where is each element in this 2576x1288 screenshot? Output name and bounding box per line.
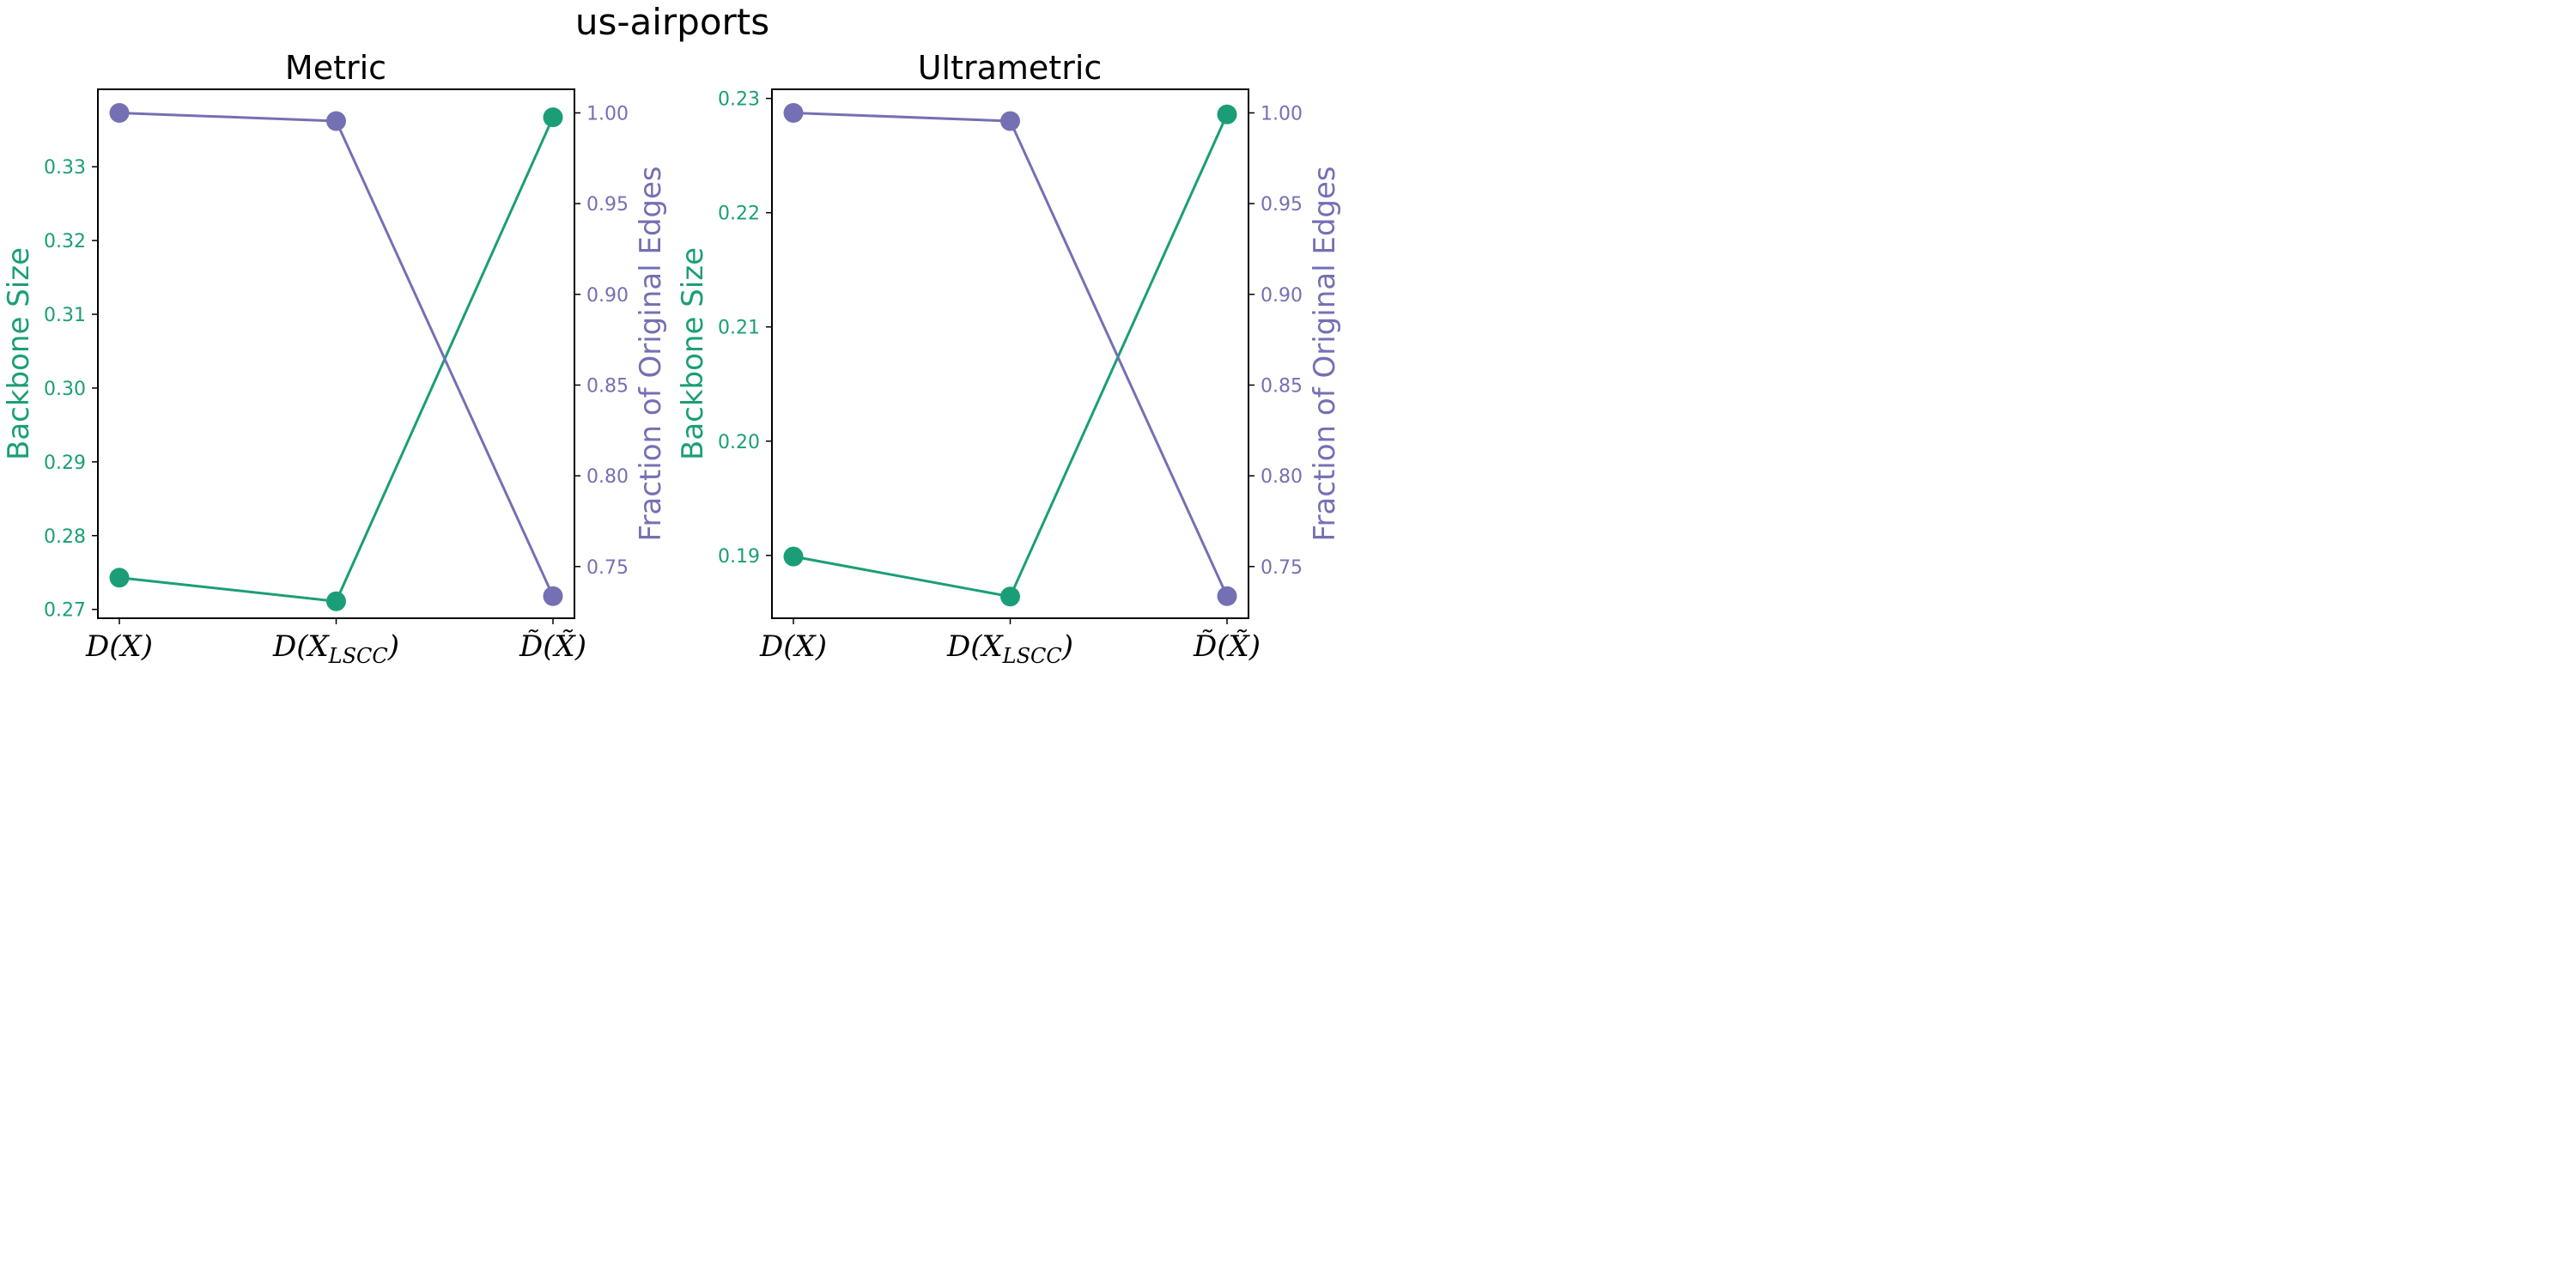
right-tick-label: 1.00 <box>1261 103 1303 125</box>
x-axis-ticks: D(X) D(XLSCC) D̃(X̃) <box>759 618 1261 668</box>
x-tick-label: D(XLSCC) <box>272 629 399 668</box>
right-tick-label: 0.75 <box>586 557 629 579</box>
data-point-backbone-size <box>1217 104 1237 125</box>
right-tick-label: 0.80 <box>1261 466 1303 488</box>
left-tick-label: 0.21 <box>718 318 760 339</box>
right-tick-label: 1.00 <box>586 103 629 125</box>
data-point-backbone-size <box>543 107 563 128</box>
left-tick-label: 0.28 <box>44 526 86 548</box>
left-tick-label: 0.32 <box>44 231 86 252</box>
x-axis-ticks: D(X) D(XLSCC) D̃(X̃) <box>85 618 586 668</box>
right-axis-label: Fraction of Original Edges <box>1308 166 1342 541</box>
x-tick-label: D(X) <box>759 629 827 664</box>
x-tick-label: D̃(X̃) <box>519 629 586 664</box>
right-tick-label: 0.95 <box>586 194 629 216</box>
panel-title: Ultrametric <box>918 49 1103 87</box>
left-axis-label: Backbone Size <box>676 247 710 460</box>
data-point-backbone-size <box>326 591 346 611</box>
left-axis-ticks: 0.19 0.20 0.21 0.22 0.23 <box>718 89 772 568</box>
right-axis-label: Fraction of Original Edges <box>634 166 668 541</box>
left-tick-label: 0.20 <box>718 432 760 453</box>
right-tick-label: 0.90 <box>1261 285 1303 307</box>
data-point-fraction-edges <box>1217 586 1237 606</box>
figure-suptitle: us-airports <box>575 1 769 43</box>
left-axis-label: Backbone Size <box>2 247 36 460</box>
right-tick-label: 0.75 <box>1261 557 1303 579</box>
left-tick-label: 0.27 <box>44 600 86 622</box>
data-point-backbone-size <box>1000 586 1020 607</box>
left-tick-label: 0.22 <box>718 204 760 225</box>
right-tick-label: 0.95 <box>1261 194 1303 216</box>
plot-frame <box>97 88 575 619</box>
series-line-backbone-size <box>793 113 1229 598</box>
left-axis-ticks: 0.27 0.28 0.29 0.30 0.31 0.32 0.33 <box>44 157 98 622</box>
data-point-fraction-edges <box>109 102 130 123</box>
data-point-fraction-edges <box>543 586 563 606</box>
left-tick-label: 0.30 <box>44 379 86 400</box>
left-tick-label: 0.33 <box>44 157 86 179</box>
right-tick-label: 0.85 <box>586 375 629 397</box>
series-layer <box>109 102 563 611</box>
left-tick-label: 0.29 <box>44 453 86 474</box>
right-tick-label: 0.85 <box>1261 375 1303 397</box>
data-point-backbone-size <box>783 546 804 567</box>
x-tick-label: D̃(X̃) <box>1193 629 1261 664</box>
figure: us-airports Metric Backbone Size Fractio… <box>2 1 1342 668</box>
right-tick-label: 0.80 <box>586 466 629 488</box>
x-tick-label: D(X) <box>85 629 153 664</box>
data-point-fraction-edges <box>783 102 804 123</box>
series-layer <box>783 102 1237 607</box>
left-tick-label: 0.23 <box>718 89 760 111</box>
panel-ultrametric: Ultrametric Backbone Size Fraction of Or… <box>676 49 1342 668</box>
series-line-fraction-edges <box>793 111 1229 597</box>
panel-title: Metric <box>285 49 386 87</box>
right-axis-ticks: 0.75 0.80 0.85 0.90 0.95 1.00 <box>574 103 629 579</box>
data-point-backbone-size <box>109 568 130 588</box>
plot-frame <box>771 88 1249 619</box>
series-line-fraction-edges <box>118 111 555 597</box>
series-line-backbone-size <box>118 117 555 603</box>
data-point-fraction-edges <box>326 111 346 131</box>
right-axis-ticks: 0.75 0.80 0.85 0.90 0.95 1.00 <box>1249 103 1303 579</box>
x-tick-label: D(XLSCC) <box>946 629 1073 668</box>
data-point-fraction-edges <box>1000 111 1020 131</box>
left-tick-label: 0.19 <box>718 546 760 568</box>
left-tick-label: 0.31 <box>44 305 86 326</box>
right-tick-label: 0.90 <box>586 285 629 307</box>
panel-metric: Metric Backbone Size Fraction of Origina… <box>2 49 668 668</box>
